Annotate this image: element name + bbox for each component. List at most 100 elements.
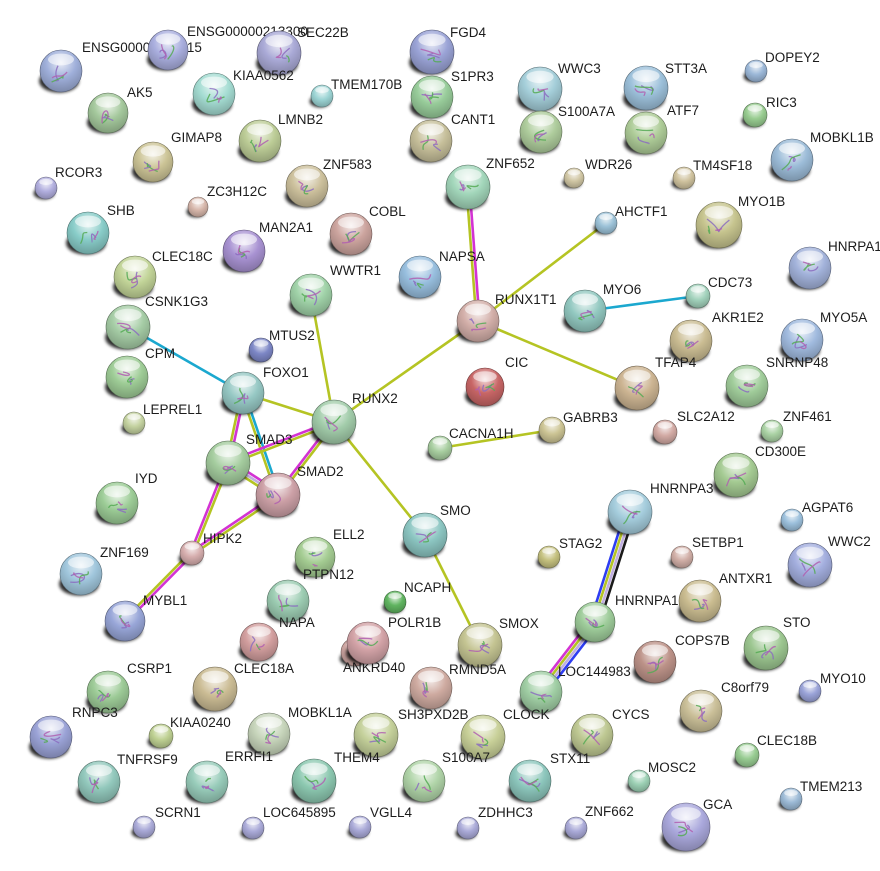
node-VGLL4[interactable]: [347, 815, 372, 839]
node-NAPSA[interactable]: [398, 255, 442, 299]
node-AK5[interactable]: [87, 92, 129, 134]
node-ZC3H12C[interactable]: [186, 196, 209, 218]
node-CD300E[interactable]: [713, 452, 759, 498]
node-ZNF169[interactable]: [59, 552, 103, 596]
node-ZDHHC3[interactable]: [455, 816, 480, 840]
node-MYO5A[interactable]: [780, 318, 824, 362]
node-CPM[interactable]: [105, 355, 149, 399]
node-STT3A[interactable]: [623, 65, 669, 111]
node-MTUS2[interactable]: [247, 337, 274, 363]
node-TNFRSF9[interactable]: [77, 760, 121, 804]
node-SETBP1[interactable]: [669, 545, 694, 569]
node-GCA[interactable]: [661, 802, 711, 852]
edge-RUNX1T1-TFAP4[interactable]: [476, 319, 639, 390]
node-RUNX2[interactable]: [311, 399, 357, 445]
node-STO[interactable]: [743, 625, 789, 671]
node-LEPREL1[interactable]: [121, 411, 146, 435]
node-ZNF583[interactable]: [285, 164, 329, 208]
node-ERRFI1[interactable]: [185, 760, 229, 804]
node-MOBKL1A[interactable]: [247, 712, 291, 756]
node-LMNB2[interactable]: [238, 119, 282, 163]
edge-RUNX2-RUNX1T1[interactable]: [332, 319, 480, 424]
node-CACNA1H[interactable]: [426, 435, 453, 461]
edge-RUNX1T1-AHCTF1[interactable]: [476, 221, 608, 323]
node-TFAP4[interactable]: [614, 365, 660, 411]
node-ANTXR1[interactable]: [678, 579, 722, 623]
node-TMEM170B[interactable]: [309, 84, 334, 108]
node-S100A7[interactable]: [402, 759, 446, 803]
node-GABRB3[interactable]: [537, 416, 566, 444]
node-FGD4[interactable]: [409, 29, 455, 75]
node-MYBL1[interactable]: [104, 600, 146, 642]
node-MYO6[interactable]: [563, 289, 607, 333]
node-LOC144983[interactable]: [519, 670, 563, 714]
node-SLC2A12[interactable]: [651, 419, 678, 445]
node-IYD[interactable]: [95, 481, 139, 525]
node-HIPK2[interactable]: [178, 540, 205, 566]
node-WWTR1[interactable]: [289, 273, 333, 317]
node-RCOR3[interactable]: [33, 176, 58, 200]
node-AGPAT6[interactable]: [779, 508, 804, 532]
node-CLEC18B[interactable]: [733, 742, 760, 768]
node-ELL2[interactable]: [294, 536, 336, 578]
node-NCAPH[interactable]: [382, 590, 407, 614]
node-TM4SF18[interactable]: [671, 166, 696, 190]
node-GIMAP8[interactable]: [132, 141, 174, 183]
node-SMOX[interactable]: [457, 622, 503, 668]
edge-CACNA1H-GABRB3[interactable]: [438, 428, 554, 450]
node-HNRNPA3[interactable]: [607, 489, 653, 535]
node-SH3PXD2B[interactable]: [353, 712, 399, 758]
node-ENSG00000213300[interactable]: [147, 29, 189, 71]
node-SHB[interactable]: [66, 211, 110, 255]
node-KIAA0240[interactable]: [147, 723, 174, 749]
node-CLEC18C[interactable]: [113, 255, 157, 299]
node-ZNF461[interactable]: [759, 419, 784, 443]
node-RUNX1T1[interactable]: [456, 299, 500, 343]
edge-RUNX2-SMO[interactable]: [332, 420, 427, 537]
node-THEM4[interactable]: [291, 758, 337, 804]
node-WDR26[interactable]: [562, 167, 585, 189]
node-S1PR3[interactable]: [410, 75, 454, 119]
node-C8orf79[interactable]: [679, 689, 723, 733]
node-CSNK1G3[interactable]: [105, 304, 151, 350]
node-WWC3[interactable]: [517, 66, 563, 112]
node-SEC22B[interactable]: [256, 30, 302, 76]
node-SMO[interactable]: [402, 512, 448, 558]
node-ZNF662[interactable]: [563, 816, 588, 840]
node-SMAD2[interactable]: [255, 472, 301, 518]
node-POLR1B[interactable]: [346, 621, 390, 665]
node-SNRNP48[interactable]: [725, 364, 769, 408]
node-CLOCK[interactable]: [460, 714, 506, 760]
node-SCRN1[interactable]: [131, 815, 156, 839]
node-CDC73[interactable]: [684, 283, 711, 309]
node-PTPN12[interactable]: [266, 579, 310, 623]
node-KIAA0562[interactable]: [192, 72, 236, 116]
node-SMAD3[interactable]: [205, 440, 251, 486]
node-STX11[interactable]: [508, 759, 552, 803]
node-ZNF652[interactable]: [445, 164, 491, 210]
node-AHCTF1[interactable]: [593, 211, 618, 235]
node-RIC3[interactable]: [741, 102, 768, 128]
node-STAG2[interactable]: [536, 545, 561, 569]
node-ENSG00000172115[interactable]: [39, 49, 83, 93]
node-MOSC2[interactable]: [626, 769, 651, 793]
node-RMND5A[interactable]: [409, 666, 453, 710]
node-DOPEY2[interactable]: [743, 59, 768, 83]
node-S100A7A[interactable]: [519, 110, 563, 154]
node-CSRP1[interactable]: [86, 670, 130, 714]
node-MOBKL1B[interactable]: [770, 138, 814, 182]
node-CYCS[interactable]: [570, 713, 614, 757]
node-COBL[interactable]: [329, 212, 373, 256]
node-LOC645895[interactable]: [240, 816, 265, 840]
node-CLEC18A[interactable]: [192, 666, 238, 712]
node-RNPC3[interactable]: [29, 715, 73, 759]
node-WWC2[interactable]: [787, 542, 833, 588]
node-ATF7[interactable]: [624, 111, 668, 155]
node-HNRPA1L3[interactable]: [788, 246, 832, 290]
node-CANT1[interactable]: [409, 119, 453, 163]
node-HNRNPA1[interactable]: [574, 601, 616, 643]
node-MYO1B[interactable]: [695, 201, 743, 249]
node-CIC[interactable]: [464, 367, 505, 407]
node-FOXO1[interactable]: [221, 371, 265, 415]
node-AKR1E2[interactable]: [669, 319, 713, 363]
